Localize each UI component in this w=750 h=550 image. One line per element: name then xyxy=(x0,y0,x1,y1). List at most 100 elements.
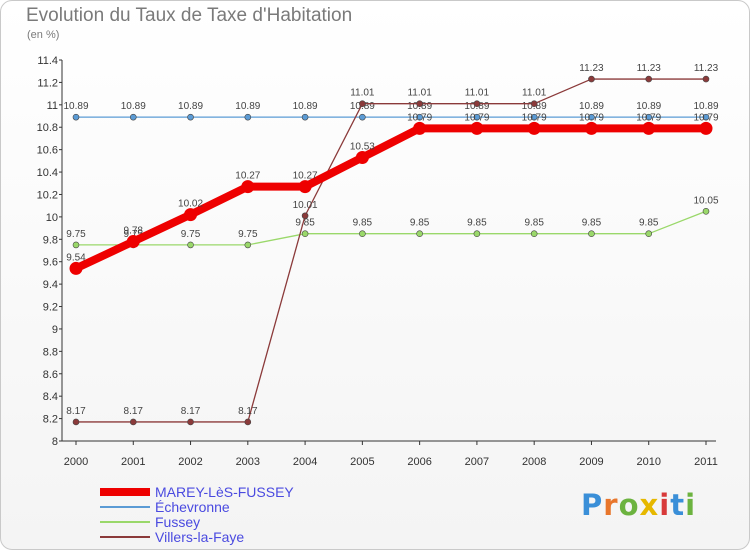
data-label: 10.89 xyxy=(579,101,604,112)
data-label: 11.23 xyxy=(637,63,662,74)
x-tick-label: 2006 xyxy=(407,456,431,468)
data-point xyxy=(699,121,713,135)
data-point xyxy=(416,100,423,108)
data-point xyxy=(301,212,309,220)
x-tick-label: 2010 xyxy=(636,456,660,468)
data-label: 8.17 xyxy=(124,406,144,417)
data-label: 9.75 xyxy=(238,229,258,240)
data-label: 9.85 xyxy=(467,218,487,229)
data-point xyxy=(129,418,137,426)
logo-letter: i xyxy=(659,488,671,522)
data-label: 10.53 xyxy=(350,141,375,152)
data-label: 9.75 xyxy=(66,229,86,240)
data-label: 11.01 xyxy=(522,88,547,99)
data-point xyxy=(584,121,598,135)
proxiti-logo: Proxiti xyxy=(581,488,696,522)
data-label: 9.85 xyxy=(410,218,430,229)
data-point xyxy=(301,113,309,121)
data-point xyxy=(355,150,369,164)
x-tick-label: 2003 xyxy=(236,456,260,468)
series-line-2 xyxy=(76,210,707,246)
data-point xyxy=(129,113,137,121)
x-tick-label: 2004 xyxy=(293,456,317,468)
data-point xyxy=(69,261,83,275)
data-point xyxy=(645,230,653,237)
data-point xyxy=(473,100,481,108)
data-label: 10.27 xyxy=(293,171,318,182)
logo-letter: o xyxy=(618,488,640,522)
data-label: 10.79 xyxy=(522,112,547,123)
y-tick-label: 8.2 xyxy=(43,414,58,426)
data-point xyxy=(416,230,423,237)
data-label: 10.89 xyxy=(63,101,88,112)
chart-title: Evolution du Taux de Taxe d'Habitation xyxy=(26,5,353,26)
data-label: 11.23 xyxy=(579,63,604,74)
data-label: 11.01 xyxy=(465,88,490,99)
series-line-3 xyxy=(76,78,706,423)
data-point xyxy=(588,113,595,121)
x-tick-label: 2011 xyxy=(694,456,718,468)
x-tick-label: 2007 xyxy=(465,456,489,468)
data-point xyxy=(642,121,656,135)
x-tick-label: 2001 xyxy=(121,456,145,468)
data-point xyxy=(473,113,481,121)
y-tick-label: 9.4 xyxy=(43,279,58,291)
data-label: 10.02 xyxy=(178,199,203,210)
data-point xyxy=(72,241,80,249)
data-label: 11.01 xyxy=(350,88,375,99)
data-point xyxy=(241,180,255,194)
data-point xyxy=(702,75,710,83)
y-tick-label: 10.2 xyxy=(37,189,58,201)
data-point xyxy=(244,241,252,249)
data-point xyxy=(244,418,252,426)
data-label: 10.79 xyxy=(464,112,489,123)
data-point xyxy=(359,113,366,121)
logo-letter: i xyxy=(685,488,697,522)
series-line-0 xyxy=(74,124,706,273)
data-label: 10.89 xyxy=(693,101,718,112)
data-point xyxy=(588,230,595,237)
data-point xyxy=(72,418,80,426)
data-point xyxy=(588,75,595,83)
data-label: 10.89 xyxy=(121,101,146,112)
logo-letter: P xyxy=(581,488,604,522)
data-label: 10.89 xyxy=(636,101,661,112)
data-point xyxy=(530,113,538,121)
y-tick-label: 11.4 xyxy=(37,55,58,67)
x-tick-label: 2008 xyxy=(522,456,546,468)
logo-letter: t xyxy=(670,488,686,522)
legend-label: MAREY-LèS-FUSSEY xyxy=(155,484,294,500)
data-point xyxy=(416,113,423,121)
y-tick-label: 10.8 xyxy=(37,122,58,134)
data-label: 11.23 xyxy=(694,63,719,74)
data-point xyxy=(184,208,198,222)
x-tick-label: 2002 xyxy=(178,456,202,468)
data-point xyxy=(187,418,194,426)
data-point xyxy=(530,100,538,108)
legend-label: Échevronne xyxy=(155,499,230,515)
y-tick-label: 8.8 xyxy=(43,346,58,358)
data-point xyxy=(530,230,538,237)
y-tick-label: 10.6 xyxy=(37,145,58,157)
y-tick-label: 9.6 xyxy=(43,257,58,269)
data-point xyxy=(359,230,366,237)
logo-letter: r xyxy=(603,488,619,522)
data-label: 9.85 xyxy=(582,218,602,229)
data-point xyxy=(126,235,140,249)
y-tick-label: 11.2 xyxy=(37,77,58,89)
data-label: 10.89 xyxy=(235,101,260,112)
data-point xyxy=(645,75,653,83)
data-label: 8.17 xyxy=(66,406,86,417)
y-tick-label: 8 xyxy=(52,436,58,448)
data-label: 10.79 xyxy=(636,112,661,123)
data-point xyxy=(187,241,194,249)
data-label: 9.85 xyxy=(639,218,659,229)
y-tick-label: 9.2 xyxy=(43,302,58,314)
data-label: 10.27 xyxy=(235,171,260,182)
y-tick-label: 10.4 xyxy=(37,167,58,179)
data-label: 10.89 xyxy=(178,101,203,112)
data-label: 10.79 xyxy=(407,112,432,123)
data-label: 9.85 xyxy=(353,218,373,229)
